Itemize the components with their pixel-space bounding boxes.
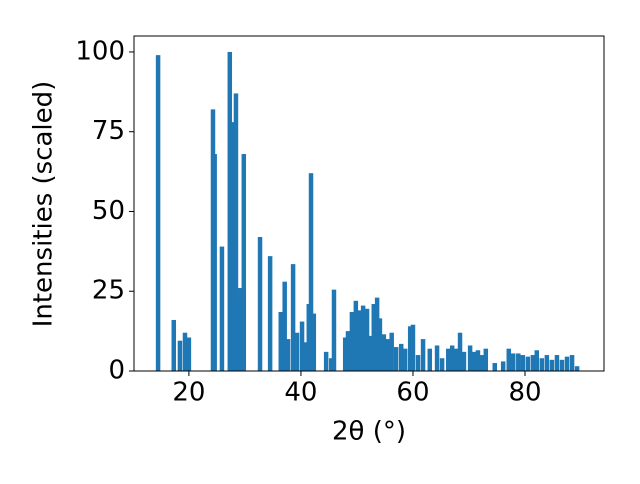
bar: [278, 311, 284, 371]
bar: [349, 311, 355, 371]
bar: [177, 340, 183, 371]
bar: [230, 122, 236, 372]
y-axis-label: Intensities (scaled): [29, 81, 59, 328]
bar: [407, 326, 413, 371]
bar: [457, 332, 463, 371]
bar: [227, 51, 233, 371]
bar: [453, 348, 459, 371]
bar: [308, 173, 314, 371]
y-tick-label: 0: [108, 356, 125, 386]
bar: [525, 356, 531, 371]
bar: [467, 345, 473, 371]
bar: [449, 345, 455, 371]
bar: [434, 345, 440, 371]
bar: [569, 355, 575, 371]
bar: [554, 355, 560, 371]
bar: [186, 337, 192, 371]
y-tick-label: 25: [92, 276, 125, 306]
bar: [323, 351, 329, 371]
bar: [311, 313, 317, 371]
bar: [290, 264, 296, 371]
bar: [233, 93, 239, 371]
bar: [427, 348, 433, 371]
bar: [415, 355, 421, 371]
bar: [439, 358, 445, 371]
bar: [155, 55, 161, 372]
bar: [461, 351, 467, 371]
bar: [212, 154, 217, 371]
bar: [539, 358, 545, 371]
bar: [374, 297, 380, 371]
bar: [282, 281, 287, 371]
bar: [506, 348, 512, 371]
bar: [342, 337, 348, 371]
bar: [564, 356, 570, 371]
bar: [516, 353, 521, 371]
bar: [420, 339, 426, 371]
bar: [371, 304, 377, 371]
bar: [257, 237, 263, 371]
x-tick-label: 60: [396, 378, 429, 408]
bar: [479, 355, 485, 371]
bar: [381, 334, 387, 371]
bar: [171, 319, 177, 371]
bar: [574, 366, 580, 371]
bar: [446, 348, 451, 371]
bar: [520, 355, 526, 371]
x-tick-label: 20: [172, 378, 205, 408]
x-axis-label: 2θ (°): [332, 417, 406, 447]
x-tick-label: 40: [284, 378, 317, 408]
bar: [285, 339, 291, 371]
bar: [360, 305, 366, 371]
bar: [402, 348, 408, 371]
bar: [389, 332, 394, 371]
bar: [353, 300, 359, 371]
bar: [393, 347, 399, 371]
y-tick-label: 100: [75, 36, 125, 66]
bar: [549, 359, 555, 371]
bar: [398, 343, 404, 371]
bar: [267, 256, 273, 371]
bar: [367, 335, 373, 371]
bar: [237, 288, 243, 371]
bar: [241, 154, 247, 371]
bar: [299, 321, 305, 371]
bar: [530, 355, 536, 371]
bar: [306, 304, 312, 371]
bar: [357, 310, 362, 371]
bar: [377, 318, 383, 371]
bar: [345, 331, 351, 371]
bar: [544, 355, 550, 371]
bar: [410, 324, 416, 371]
bar: [471, 351, 477, 371]
bar: [182, 332, 188, 371]
bar: [302, 342, 308, 371]
bar: [500, 361, 506, 371]
bar: [483, 348, 489, 371]
plot-frame: [133, 35, 605, 372]
bar: [385, 339, 391, 371]
bar: [559, 359, 565, 371]
bar: [475, 350, 481, 371]
bar: [328, 358, 334, 371]
x-tick-label: 80: [508, 378, 541, 408]
bar: [331, 289, 337, 371]
bar: [492, 363, 498, 371]
y-tick-label: 50: [92, 196, 125, 226]
bar: [511, 353, 516, 371]
bar: [219, 246, 225, 371]
y-tick-label: 75: [92, 116, 125, 146]
bar: [364, 308, 370, 371]
bar: [534, 350, 540, 371]
bar: [294, 332, 300, 371]
